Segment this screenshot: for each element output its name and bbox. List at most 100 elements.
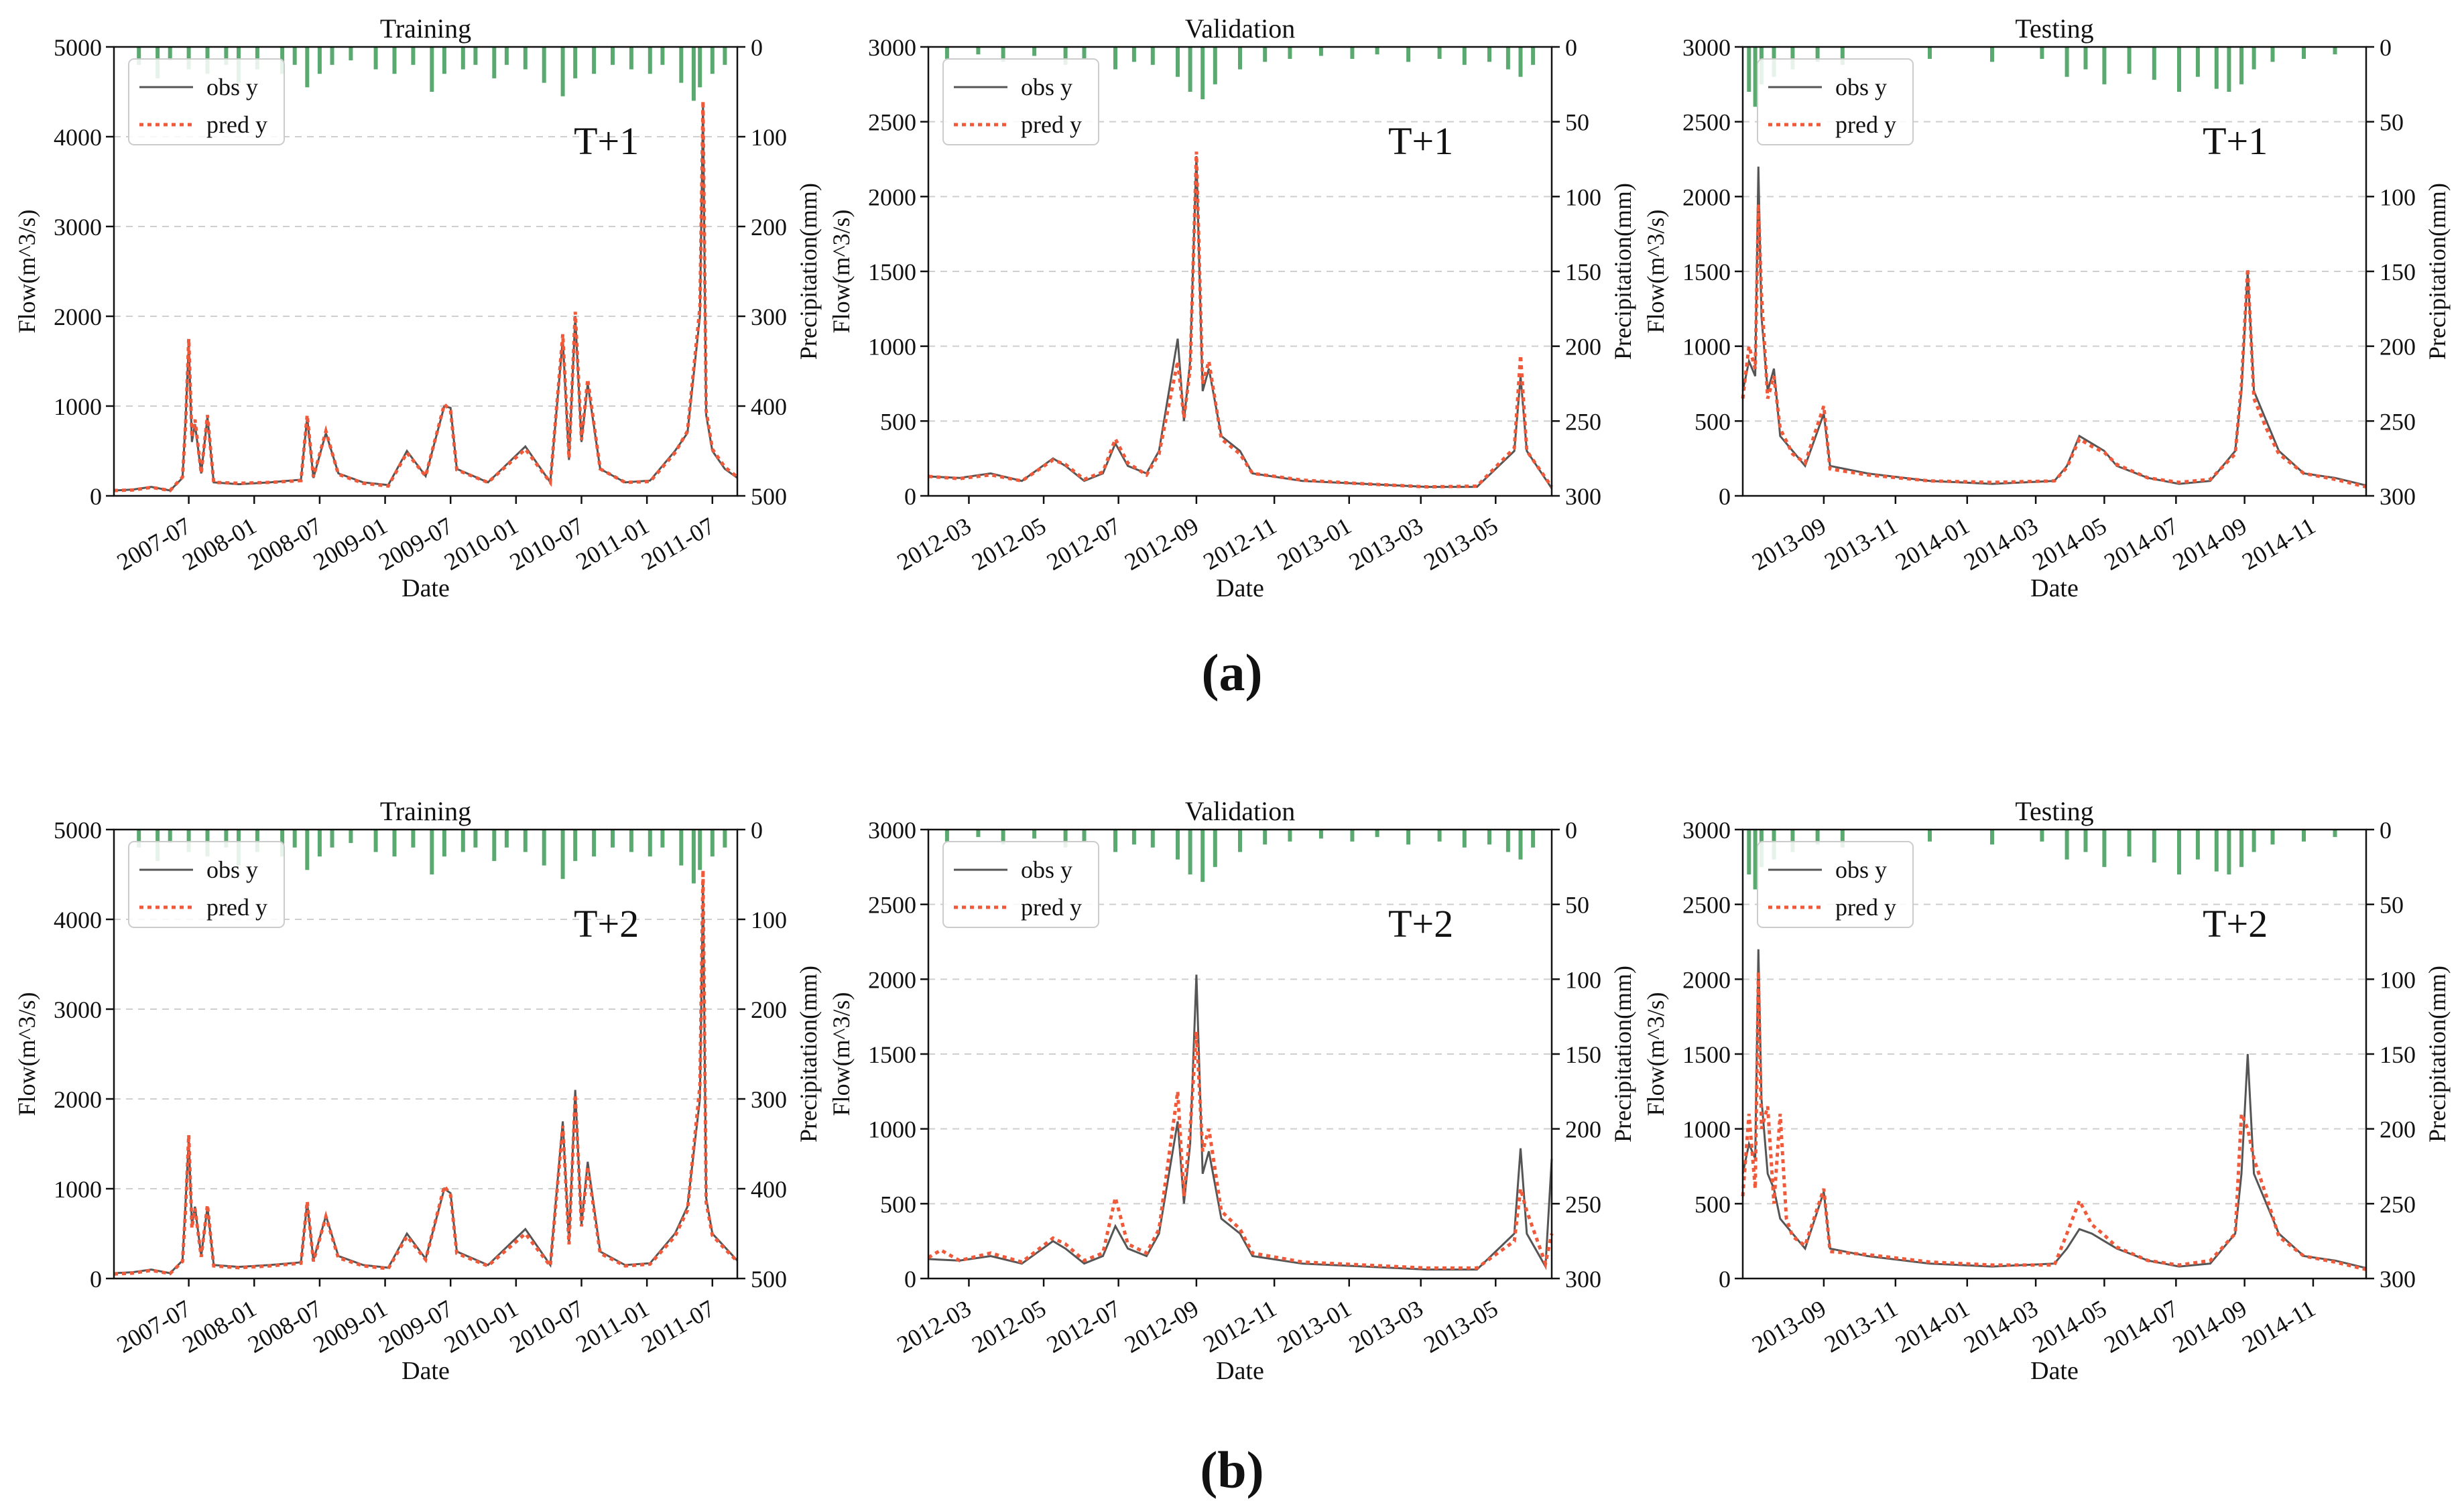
precip-bar: [1150, 830, 1155, 848]
y-tick-label: 5000: [54, 817, 102, 844]
precip-bar: [1213, 830, 1217, 867]
precip-bar: [710, 830, 715, 857]
precip-bar: [504, 47, 509, 65]
y2-tick-label: 150: [2380, 259, 2416, 285]
precip-bar: [1790, 830, 1795, 852]
precip-bar: [2065, 830, 2069, 860]
precip-bar: [349, 830, 353, 844]
precip-bar: [2239, 830, 2243, 867]
precip-bar: [1505, 47, 1510, 70]
precip-bar: [2127, 47, 2132, 74]
legend-obs-label: obs y: [1835, 74, 1887, 101]
precip-bar: [292, 830, 297, 848]
y2-tick-label: 300: [751, 1086, 787, 1113]
precip-bar: [1840, 47, 1845, 65]
precip-bar: [1990, 830, 1994, 845]
precip-bar: [1840, 830, 1845, 848]
row-label-b: (b): [1200, 1441, 1264, 1499]
precip-bar: [1131, 47, 1136, 62]
y-axis-label: Flow(m^3/s): [828, 210, 855, 334]
precip-bar: [442, 830, 446, 857]
y2-tick-label: 50: [2380, 109, 2404, 136]
precip-bar: [1082, 830, 1087, 842]
y2-tick-label: 100: [2380, 966, 2416, 993]
precip-bar: [2102, 47, 2107, 84]
precip-bar: [679, 830, 684, 866]
precip-bar: [611, 830, 615, 848]
y2-tick-label: 50: [2380, 892, 2404, 919]
precip-bar: [2152, 47, 2156, 80]
pred-series-line: [927, 1031, 1554, 1270]
precip-bar: [2252, 830, 2256, 852]
y2-tick-label: 100: [751, 907, 787, 933]
y2-tick-label: 0: [1565, 34, 1577, 61]
y2-tick-label: 300: [2380, 1266, 2416, 1293]
chart-title: Testing: [2015, 796, 2093, 826]
pred-series-line: [113, 101, 739, 493]
precip-bar: [137, 47, 141, 65]
y2-tick-label: 250: [1565, 1191, 1601, 1218]
y2-tick-label: 300: [1565, 1266, 1601, 1293]
precip-bar: [573, 830, 578, 861]
legend-pred-label: pred y: [206, 894, 267, 921]
precip-bar: [1263, 830, 1268, 845]
precip-bar: [1815, 830, 1820, 845]
y2-tick-label: 0: [751, 817, 763, 844]
precip-bar: [2333, 47, 2337, 55]
precip-bar: [2127, 830, 2132, 857]
y2-tick-label: 0: [751, 34, 763, 61]
x-axis-label: Date: [2030, 1357, 2079, 1385]
precip-bar: [411, 47, 416, 65]
precip-bar: [2214, 830, 2219, 872]
precip-bar: [2252, 47, 2256, 70]
y2-tick-label: 200: [1565, 1116, 1601, 1143]
precip-bar: [168, 47, 172, 61]
precip-bar: [305, 830, 310, 870]
y2-tick-label: 100: [1565, 184, 1601, 210]
precip-bar: [305, 47, 310, 88]
precip-bar: [723, 47, 727, 65]
precip-bar: [2152, 830, 2156, 863]
precip-bar: [1113, 47, 1117, 70]
precip-bar: [710, 47, 715, 74]
precip-bar: [255, 830, 259, 852]
precip-bar: [1928, 47, 1932, 59]
precip-bar: [430, 830, 434, 874]
y-tick-label: 0: [904, 1266, 916, 1293]
y2-tick-label: 300: [1565, 483, 1601, 510]
precip-bar: [648, 830, 652, 857]
legend-obs-label: obs y: [1021, 856, 1072, 883]
legend-pred-label: pred y: [206, 111, 267, 138]
precip-bar: [560, 830, 565, 879]
precip-bar: [1375, 47, 1379, 55]
precip-bar: [2040, 47, 2044, 59]
y2-tick-label: 0: [1565, 817, 1577, 844]
y2-axis-label: Precipitation(mm): [1609, 183, 1636, 360]
precip-bar: [2195, 830, 2200, 860]
precip-bar: [1487, 830, 1491, 845]
y-tick-label: 500: [1695, 1191, 1731, 1218]
y2-tick-label: 250: [2380, 408, 2416, 435]
precip-bar: [976, 830, 981, 838]
precip-bar: [1518, 830, 1523, 860]
y-tick-label: 0: [904, 483, 916, 510]
plot-frame: [113, 828, 739, 1280]
precip-bar: [1815, 47, 1820, 62]
precip-bar: [460, 47, 465, 70]
precip-bar: [1406, 830, 1411, 845]
y-tick-label: 500: [880, 408, 916, 435]
y2-axis-label: Precipitation(mm): [2424, 183, 2451, 360]
precip-bar: [592, 830, 597, 857]
y2-tick-label: 150: [1565, 1041, 1601, 1068]
precip-bar: [944, 47, 949, 59]
y-tick-label: 4000: [54, 124, 102, 151]
precip-bar: [1462, 47, 1467, 65]
legend-pred-label: pred y: [1835, 111, 1896, 138]
precip-bar: [492, 830, 497, 861]
y2-axis-label: Precipitation(mm): [1609, 966, 1636, 1142]
precip-bar: [1288, 47, 1292, 59]
y-tick-label: 2500: [868, 892, 916, 919]
precip-bar: [2083, 830, 2088, 852]
precip-bar: [1437, 47, 1442, 59]
